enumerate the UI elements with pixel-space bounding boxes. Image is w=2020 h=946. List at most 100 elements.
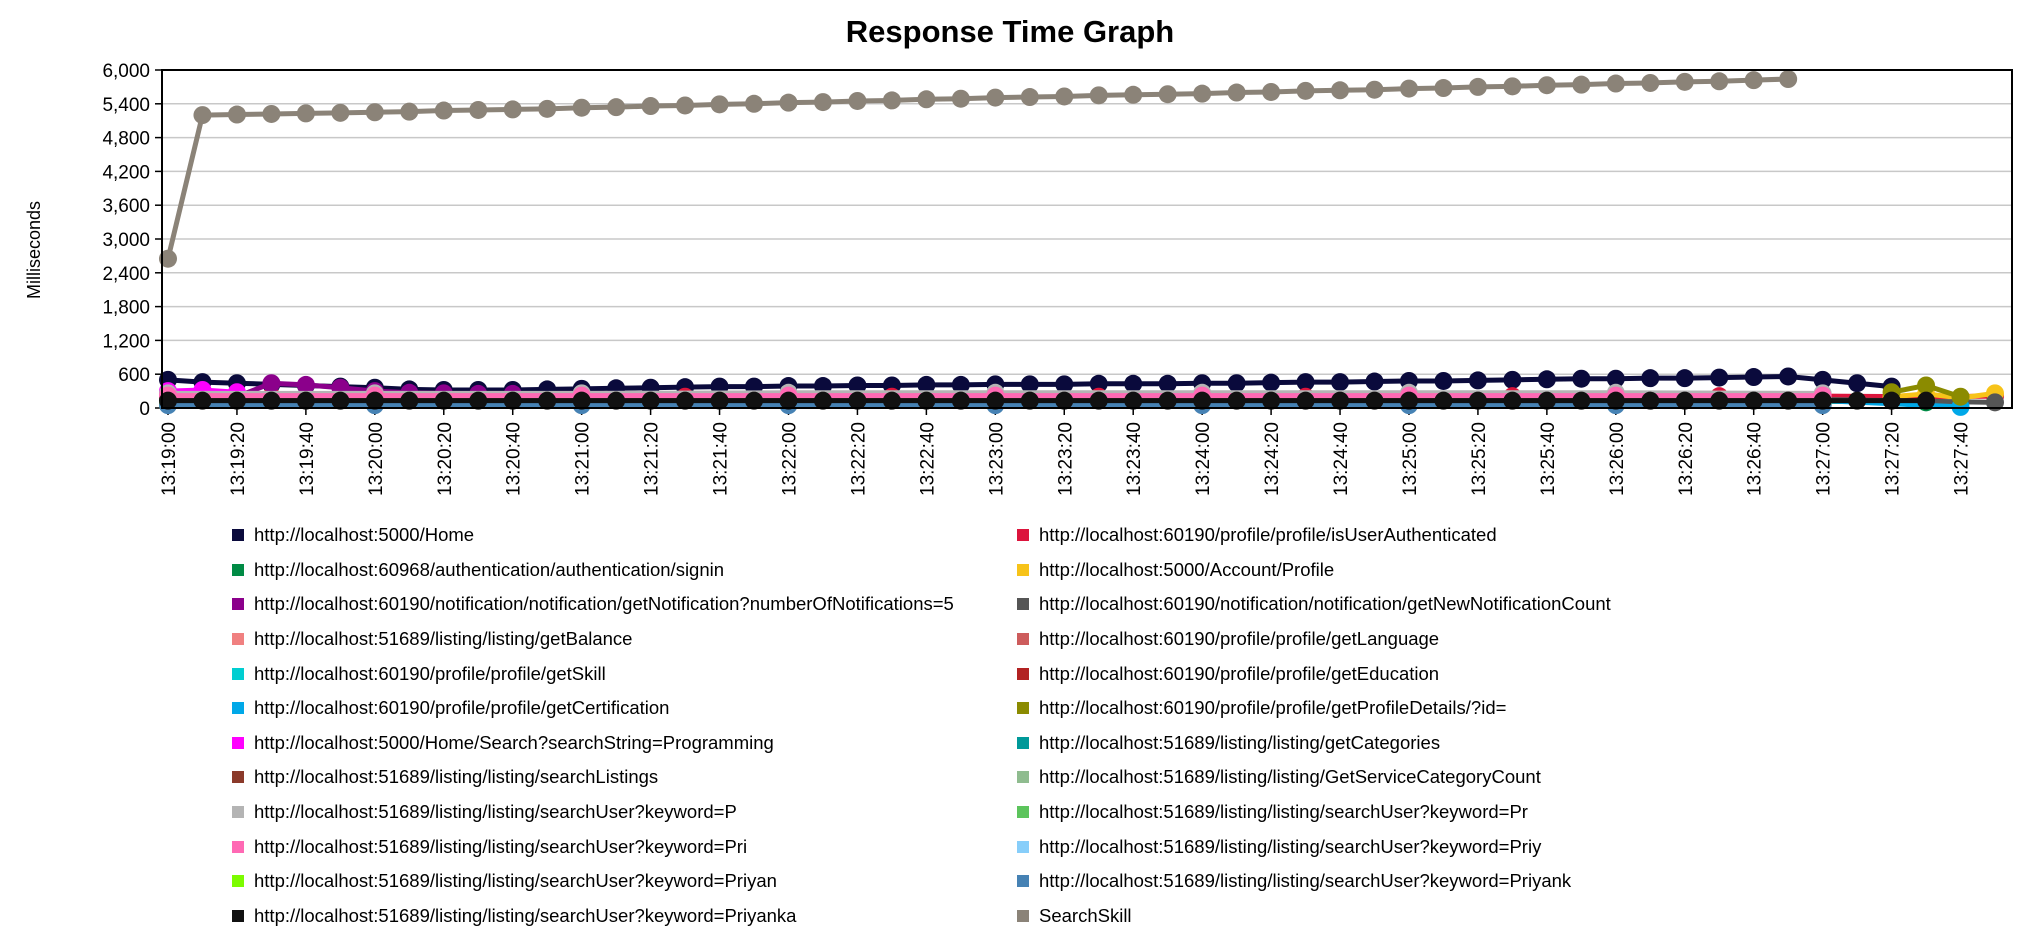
x-tick-label: 13:26:20 bbox=[1676, 422, 1697, 496]
legend-swatch bbox=[1017, 667, 1029, 680]
data-point bbox=[262, 104, 281, 123]
data-point bbox=[1468, 77, 1487, 96]
data-point bbox=[1365, 80, 1384, 99]
data-point bbox=[193, 391, 212, 410]
legend-item: http://localhost:51689/listing/listing/s… bbox=[232, 829, 1017, 864]
data-point bbox=[641, 97, 660, 116]
y-tick-label: 600 bbox=[118, 365, 150, 386]
legend-swatch bbox=[232, 563, 244, 576]
data-point bbox=[1331, 81, 1350, 100]
data-point bbox=[1675, 391, 1694, 410]
legend-item: http://localhost:60190/notification/noti… bbox=[1017, 587, 1792, 622]
chart-title: Response Time Graph bbox=[846, 14, 1174, 49]
legend-label: http://localhost:51689/listing/listing/g… bbox=[1039, 731, 1441, 753]
legend-item: http://localhost:5000/Account/Profile bbox=[1017, 553, 1792, 588]
data-point bbox=[1193, 391, 1212, 410]
data-point bbox=[1503, 370, 1522, 389]
x-tick-label: 13:19:00 bbox=[159, 422, 180, 496]
legend-label: http://localhost:5000/Account/Profile bbox=[1039, 558, 1335, 580]
data-point bbox=[1641, 369, 1660, 388]
data-point bbox=[503, 391, 522, 410]
data-point bbox=[1434, 79, 1453, 98]
legend-item: http://localhost:5000/Home/Search?search… bbox=[232, 726, 1017, 761]
data-point bbox=[572, 98, 591, 117]
data-point bbox=[1572, 75, 1591, 94]
data-point bbox=[1296, 81, 1315, 100]
data-point bbox=[813, 93, 832, 112]
data-point bbox=[1503, 391, 1522, 410]
legend-label: http://localhost:60190/profile/profile/g… bbox=[1039, 697, 1507, 719]
x-tick-label: 13:27:40 bbox=[1952, 422, 1973, 496]
legend-swatch bbox=[1017, 806, 1029, 819]
legend-label: http://localhost:5000/Home bbox=[254, 524, 475, 546]
series-22 bbox=[159, 391, 1936, 410]
chart-legend: http://localhost:5000/Home http://localho… bbox=[232, 518, 1792, 933]
data-point bbox=[882, 391, 901, 410]
x-tick-label: 13:22:00 bbox=[779, 422, 800, 496]
x-tick-label: 13:21:00 bbox=[573, 422, 594, 496]
data-point bbox=[1537, 391, 1556, 410]
data-point bbox=[641, 391, 660, 410]
x-tick-label: 13:23:40 bbox=[1124, 422, 1145, 496]
data-point bbox=[1537, 370, 1556, 389]
x-tick-label: 13:24:00 bbox=[1193, 422, 1214, 496]
data-point bbox=[400, 102, 419, 121]
legend-swatch bbox=[232, 806, 244, 819]
data-point bbox=[1710, 391, 1729, 410]
legend-item: http://localhost:60968/authentication/au… bbox=[232, 553, 1017, 588]
y-axis-ticks: 0 600 1,200 1,800 2,400 3,000 3,600 4,200 4,800 5… bbox=[102, 61, 162, 420]
data-point bbox=[1262, 373, 1281, 392]
x-tick-label: 13:27:20 bbox=[1883, 422, 1904, 496]
legend-item: http://localhost:51689/listing/listing/s… bbox=[232, 864, 1017, 899]
x-tick-label: 13:21:40 bbox=[711, 422, 732, 496]
legend-swatch bbox=[232, 667, 244, 680]
data-point bbox=[779, 93, 798, 112]
legend-label: http://localhost:51689/listing/listing/s… bbox=[254, 835, 748, 857]
legend-swatch bbox=[232, 875, 244, 888]
data-point bbox=[1020, 88, 1039, 107]
data-point bbox=[1055, 391, 1074, 410]
data-point bbox=[1020, 375, 1039, 394]
data-point bbox=[1331, 373, 1350, 392]
data-point bbox=[296, 104, 315, 123]
legend-item: http://localhost:5000/Home bbox=[232, 518, 1017, 553]
data-point bbox=[1744, 391, 1763, 410]
data-point bbox=[1020, 391, 1039, 410]
legend-swatch bbox=[232, 736, 244, 749]
legend-label: http://localhost:51689/listing/listing/s… bbox=[254, 904, 797, 926]
data-point bbox=[159, 391, 177, 410]
data-point bbox=[607, 98, 626, 117]
y-tick-label: 5,400 bbox=[102, 95, 150, 116]
legend-item: http://localhost:60190/profile/profile/g… bbox=[1017, 691, 1792, 726]
data-point bbox=[1124, 391, 1143, 410]
data-point bbox=[365, 391, 384, 410]
data-point bbox=[1124, 85, 1143, 104]
data-point bbox=[676, 96, 695, 115]
y-tick-label: 6,000 bbox=[102, 61, 150, 82]
data-point bbox=[296, 375, 315, 394]
data-point bbox=[1572, 369, 1591, 388]
legend-item: http://localhost:60190/profile/profile/i… bbox=[1017, 518, 1792, 553]
x-tick-label: 13:25:00 bbox=[1400, 422, 1421, 496]
legend-item: SearchSkill bbox=[1017, 899, 1792, 934]
y-tick-label: 1,800 bbox=[102, 298, 150, 319]
data-point bbox=[572, 391, 591, 410]
data-point bbox=[538, 391, 557, 410]
data-point bbox=[1606, 369, 1625, 388]
data-point bbox=[1675, 72, 1694, 91]
data-point bbox=[951, 391, 970, 410]
legend-swatch bbox=[1017, 633, 1029, 646]
data-point bbox=[917, 90, 936, 109]
data-point bbox=[1227, 83, 1246, 102]
legend-label: http://localhost:51689/listing/listing/s… bbox=[1039, 835, 1542, 857]
legend-swatch bbox=[1017, 563, 1029, 576]
x-tick-label: 13:20:20 bbox=[435, 422, 456, 496]
data-point bbox=[1089, 86, 1108, 105]
data-point bbox=[1537, 76, 1556, 95]
data-point bbox=[1055, 375, 1074, 394]
data-point bbox=[951, 89, 970, 108]
data-point bbox=[1331, 391, 1350, 410]
data-point bbox=[1262, 82, 1281, 101]
legend-label: http://localhost:51689/listing/listing/G… bbox=[1039, 766, 1541, 788]
